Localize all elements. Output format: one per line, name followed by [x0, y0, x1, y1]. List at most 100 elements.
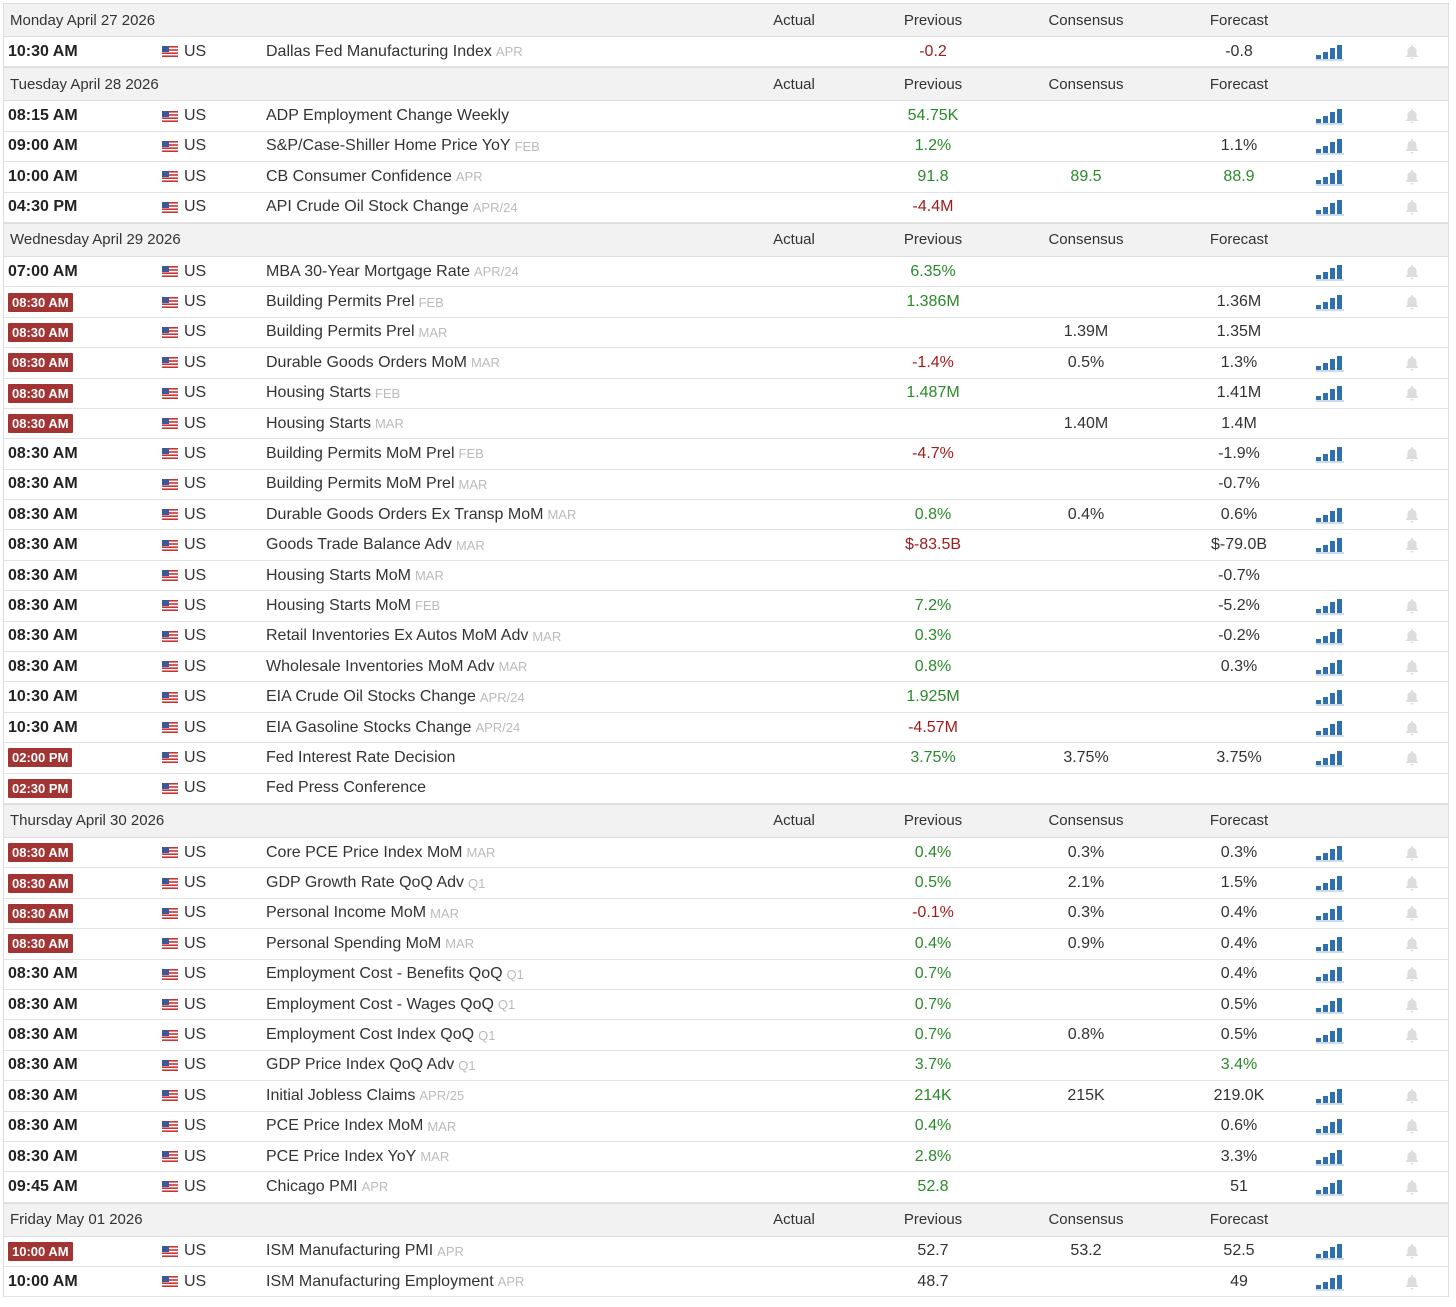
- country: US: [184, 444, 207, 462]
- alert-bell[interactable]: [1405, 1081, 1419, 1110]
- forecast-value: 1.36M: [1216, 293, 1262, 311]
- alert-bell[interactable]: [1405, 257, 1419, 286]
- alert-bell[interactable]: [1405, 1267, 1419, 1296]
- event-name[interactable]: Housing Starts MoM: [266, 566, 411, 584]
- alert-bell[interactable]: [1405, 960, 1419, 989]
- event-name[interactable]: CB Consumer Confidence: [266, 167, 452, 185]
- event-time: 08:30 AM: [8, 1086, 78, 1104]
- forecast-value: 52.5: [1223, 1242, 1255, 1260]
- event-name[interactable]: Housing Starts: [266, 414, 371, 432]
- event-name[interactable]: Building Permits Prel: [266, 293, 415, 311]
- event-name[interactable]: Employment Cost - Wages QoQ: [266, 995, 494, 1013]
- alert-bell[interactable]: [1405, 591, 1419, 620]
- event-name[interactable]: Building Permits MoM Prel: [266, 475, 455, 493]
- event-name[interactable]: ISM Manufacturing PMI: [266, 1242, 434, 1260]
- event-name[interactable]: Building Permits Prel: [266, 323, 415, 341]
- flag-icon: [162, 1151, 178, 1163]
- event-name[interactable]: Goods Trade Balance Adv: [266, 536, 452, 554]
- event-name[interactable]: Core PCE Price Index MoM: [266, 843, 463, 861]
- alert-bell[interactable]: [1405, 838, 1419, 867]
- event-time: 10:30 AM: [8, 688, 78, 706]
- event-name[interactable]: Initial Jobless Claims: [266, 1086, 416, 1104]
- sparkline: [1316, 37, 1346, 66]
- alert-bell[interactable]: [1405, 287, 1419, 316]
- alert-bell[interactable]: [1405, 500, 1419, 529]
- consensus-value: 0.3%: [1067, 843, 1105, 861]
- sparkline: [1316, 960, 1346, 989]
- event-name[interactable]: Fed Interest Rate Decision: [266, 748, 456, 766]
- alert-bell[interactable]: [1405, 652, 1419, 681]
- event-cell: Housing Starts MoM MAR: [266, 561, 444, 590]
- country-cell: US: [162, 1020, 206, 1049]
- event-name[interactable]: Durable Goods Orders Ex Transp MoM: [266, 505, 544, 523]
- forecast-value: -5.2%: [1218, 596, 1260, 614]
- event-name[interactable]: EIA Crude Oil Stocks Change: [266, 688, 476, 706]
- time-cell: 10:00 AM: [8, 162, 78, 191]
- event-name[interactable]: GDP Growth Rate QoQ Adv: [266, 874, 465, 892]
- alert-bell[interactable]: [1405, 868, 1419, 897]
- event-name[interactable]: PCE Price Index MoM: [266, 1117, 424, 1135]
- alert-bell[interactable]: [1405, 530, 1419, 559]
- alert-bell[interactable]: [1405, 439, 1419, 468]
- event-name[interactable]: Employment Cost Index QoQ: [266, 1026, 475, 1044]
- alert-bell[interactable]: [1405, 37, 1419, 66]
- event-name[interactable]: PCE Price Index YoY: [266, 1147, 417, 1165]
- event-name[interactable]: Fed Press Conference: [266, 779, 427, 797]
- alert-bell[interactable]: [1405, 682, 1419, 711]
- sparkline: [1316, 652, 1346, 681]
- event-name[interactable]: Retail Inventories Ex Autos MoM Adv: [266, 627, 529, 645]
- sparkline: [1316, 530, 1346, 559]
- alert-bell[interactable]: [1405, 193, 1419, 222]
- event-time: 10:00 AM: [8, 167, 78, 185]
- event-time: 08:30 AM: [8, 475, 78, 493]
- time-cell: 08:30 AM: [8, 960, 78, 989]
- sparkline: [1316, 622, 1346, 651]
- alert-bell[interactable]: [1405, 162, 1419, 191]
- alert-bell[interactable]: [1405, 899, 1419, 928]
- forecast-value: 1.35M: [1216, 323, 1262, 341]
- event-name[interactable]: Employment Cost - Benefits QoQ: [266, 965, 503, 983]
- event-name[interactable]: S&P/Case-Shiller Home Price YoY: [266, 137, 511, 155]
- time-cell: 08:30 AM: [8, 470, 78, 499]
- event-period: MAR: [445, 936, 475, 952]
- alert-bell[interactable]: [1405, 348, 1419, 377]
- event-name[interactable]: Housing Starts MoM: [266, 596, 411, 614]
- alert-bell[interactable]: [1405, 1142, 1419, 1171]
- alert-bell[interactable]: [1405, 929, 1419, 958]
- event-name[interactable]: MBA 30-Year Mortgage Rate: [266, 262, 470, 280]
- sparkline: [1316, 101, 1346, 130]
- alert-bell[interactable]: [1405, 990, 1419, 1019]
- event-name[interactable]: Building Permits MoM Prel: [266, 444, 455, 462]
- time-cell: 07:00 AM: [8, 257, 78, 286]
- event-name[interactable]: GDP Price Index QoQ Adv: [266, 1056, 455, 1074]
- event-name[interactable]: Housing Starts: [266, 384, 371, 402]
- column-header: Consensus: [1048, 11, 1124, 29]
- alert-bell[interactable]: [1405, 1237, 1419, 1266]
- event-name[interactable]: ISM Manufacturing Employment: [266, 1272, 494, 1290]
- consensus-value: 2.1%: [1067, 874, 1105, 892]
- event-name[interactable]: Personal Income MoM: [266, 904, 427, 922]
- event-name[interactable]: Dallas Fed Manufacturing Index: [266, 42, 492, 60]
- event-name[interactable]: API Crude Oil Stock Change: [266, 198, 469, 216]
- sparkline: [1316, 838, 1346, 867]
- alert-bell[interactable]: [1405, 713, 1419, 742]
- alert-bell[interactable]: [1405, 132, 1419, 161]
- alert-bell[interactable]: [1405, 743, 1419, 772]
- country: US: [184, 1147, 207, 1165]
- event-period: MAR: [470, 355, 500, 371]
- event-name[interactable]: EIA Gasoline Stocks Change: [266, 718, 472, 736]
- sparkline: [1316, 743, 1346, 772]
- event-name[interactable]: Durable Goods Orders MoM: [266, 353, 467, 371]
- alert-bell[interactable]: [1405, 1112, 1419, 1141]
- sparkline: [1316, 348, 1346, 377]
- event-name[interactable]: ADP Employment Change Weekly: [266, 107, 510, 125]
- alert-bell[interactable]: [1405, 1020, 1419, 1049]
- alert-bell[interactable]: [1405, 379, 1419, 408]
- event-name[interactable]: Wholesale Inventories MoM Adv: [266, 657, 495, 675]
- alert-bell[interactable]: [1405, 622, 1419, 651]
- alert-bell[interactable]: [1405, 101, 1419, 130]
- alert-bell[interactable]: [1405, 1172, 1419, 1201]
- event-name[interactable]: Personal Spending MoM: [266, 934, 442, 952]
- event-name[interactable]: Chicago PMI: [266, 1177, 358, 1195]
- column-header: Previous: [903, 1211, 963, 1229]
